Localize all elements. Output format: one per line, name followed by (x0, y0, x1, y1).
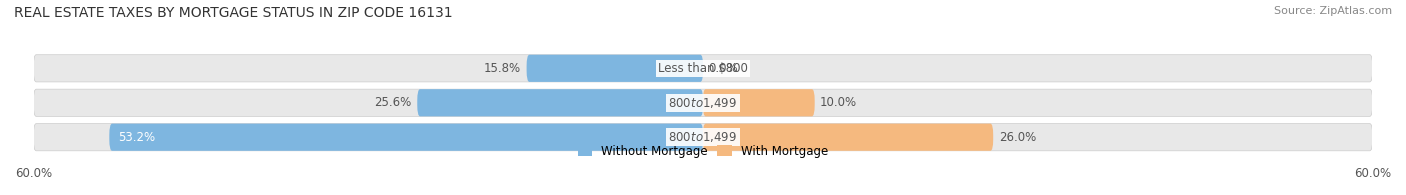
FancyBboxPatch shape (703, 124, 993, 151)
Text: 53.2%: 53.2% (118, 131, 156, 144)
FancyBboxPatch shape (110, 124, 703, 151)
FancyBboxPatch shape (703, 89, 814, 116)
Text: 15.8%: 15.8% (484, 62, 522, 75)
Text: $800 to $1,499: $800 to $1,499 (668, 96, 738, 110)
Legend: Without Mortgage, With Mortgage: Without Mortgage, With Mortgage (574, 140, 832, 162)
Text: 10.0%: 10.0% (820, 96, 858, 109)
Text: REAL ESTATE TAXES BY MORTGAGE STATUS IN ZIP CODE 16131: REAL ESTATE TAXES BY MORTGAGE STATUS IN … (14, 6, 453, 20)
Text: $800 to $1,499: $800 to $1,499 (668, 130, 738, 144)
Text: 26.0%: 26.0% (998, 131, 1036, 144)
Text: 25.6%: 25.6% (374, 96, 412, 109)
FancyBboxPatch shape (34, 124, 1372, 151)
FancyBboxPatch shape (418, 89, 703, 116)
FancyBboxPatch shape (527, 55, 703, 82)
Text: 0.0%: 0.0% (709, 62, 738, 75)
FancyBboxPatch shape (34, 55, 1372, 82)
FancyBboxPatch shape (34, 89, 1372, 116)
Text: Source: ZipAtlas.com: Source: ZipAtlas.com (1274, 6, 1392, 16)
Text: Less than $800: Less than $800 (658, 62, 748, 75)
